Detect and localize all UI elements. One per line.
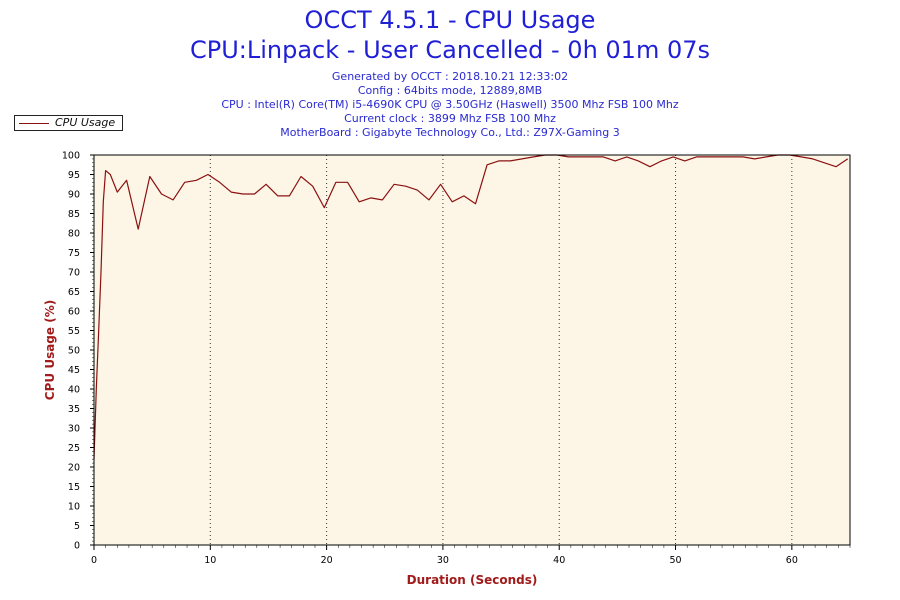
x-tick-label: 0 <box>91 555 97 566</box>
y-tick-label: 5 <box>74 521 80 532</box>
legend-label: CPU Usage <box>55 116 116 129</box>
y-tick-label: 95 <box>68 170 80 181</box>
x-tick-label: 10 <box>204 555 216 566</box>
y-tick-label: 65 <box>68 287 80 298</box>
x-tick-label: 30 <box>437 555 449 566</box>
info-generated: Generated by OCCT : 2018.10.21 12:33:02 <box>331 70 569 83</box>
y-tick-label: 0 <box>74 541 80 552</box>
x-tick-label: 50 <box>669 555 681 566</box>
y-tick-label: 80 <box>68 229 80 240</box>
y-tick-label: 10 <box>68 502 80 513</box>
y-tick-label: 90 <box>68 190 80 201</box>
y-tick-label: 70 <box>68 268 80 279</box>
info-clock: Current clock : 3899 Mhz FSB 100 Mhz <box>344 112 556 125</box>
x-tick-label: 60 <box>786 555 798 566</box>
x-axis-label: Duration (Seconds) <box>407 573 538 587</box>
y-axis-label: CPU Usage (%) <box>43 300 57 400</box>
plot-background <box>94 155 850 545</box>
plot-frame <box>93 154 851 546</box>
info-motherboard: MotherBoard : Gigabyte Technology Co., L… <box>280 126 620 139</box>
y-tick-label: 25 <box>68 443 80 454</box>
y-tick-label: 30 <box>68 424 80 435</box>
y-tick-label: 55 <box>68 326 80 337</box>
y-tick-label: 85 <box>68 209 80 220</box>
chart-title: OCCT 4.5.1 - CPU Usage <box>304 6 596 34</box>
x-tick-label: 40 <box>553 555 565 566</box>
chart-subtitle: CPU:Linpack - User Cancelled - 0h 01m 07… <box>189 36 710 64</box>
y-tick-label: 20 <box>68 463 80 474</box>
y-tick-label: 60 <box>68 307 80 318</box>
series-line <box>93 154 849 460</box>
y-tick-label: 15 <box>68 482 80 493</box>
info-cpu: CPU : Intel(R) Core(TM) i5-4690K CPU @ 3… <box>221 98 679 111</box>
x-tick-label: 20 <box>321 555 333 566</box>
y-tick-label: 35 <box>68 404 80 415</box>
y-tick-label: 40 <box>68 385 80 396</box>
y-tick-label: 75 <box>68 248 80 259</box>
y-tick-label: 50 <box>68 346 80 357</box>
legend: CPU Usage <box>14 115 123 131</box>
y-tick-label: 45 <box>68 365 80 376</box>
info-config: Config : 64bits mode, 12889,8MB <box>357 84 543 97</box>
y-tick-label: 100 <box>62 151 80 162</box>
legend-swatch <box>19 123 49 124</box>
